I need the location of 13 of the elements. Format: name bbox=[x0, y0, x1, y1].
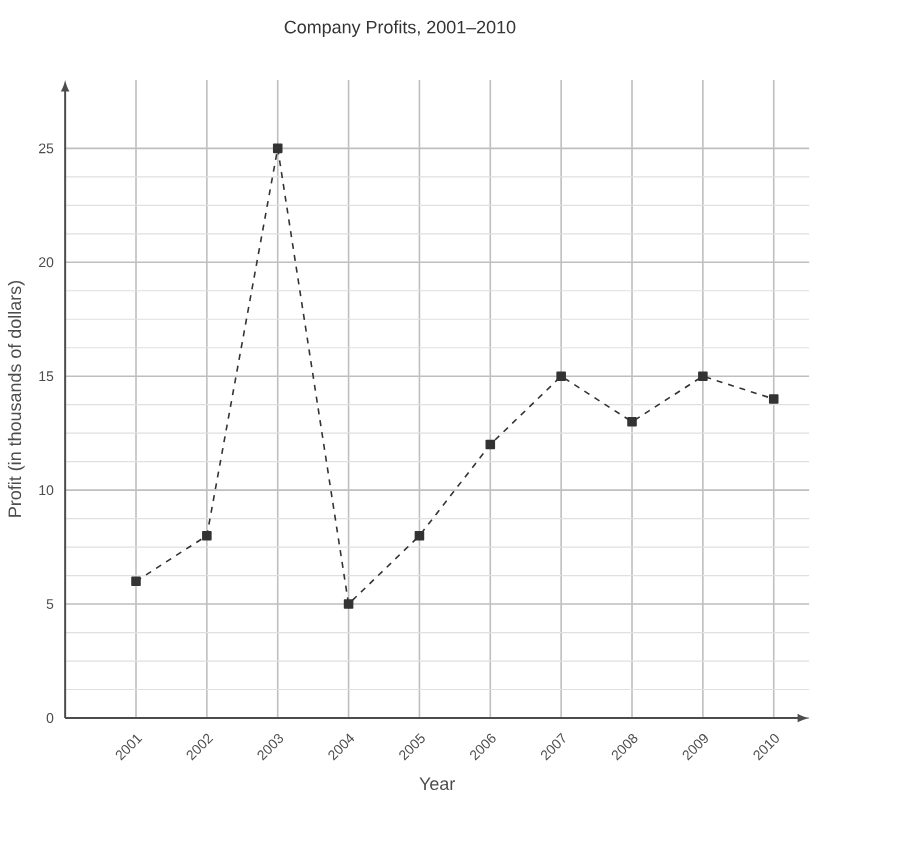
point bbox=[414, 530, 425, 541]
chart-title: Company Profits, 2001–2010 bbox=[284, 20, 516, 37]
point bbox=[556, 371, 566, 381]
point bbox=[202, 530, 212, 541]
point bbox=[768, 394, 779, 404]
point bbox=[272, 143, 283, 154]
x-axis-title: Year bbox=[419, 777, 455, 791]
point bbox=[131, 576, 141, 587]
point bbox=[485, 439, 496, 450]
point bbox=[627, 417, 637, 427]
point bbox=[343, 599, 354, 609]
y-axis-title: Profit (in thousands of dollars) bbox=[7, 281, 25, 517]
point bbox=[698, 371, 708, 381]
